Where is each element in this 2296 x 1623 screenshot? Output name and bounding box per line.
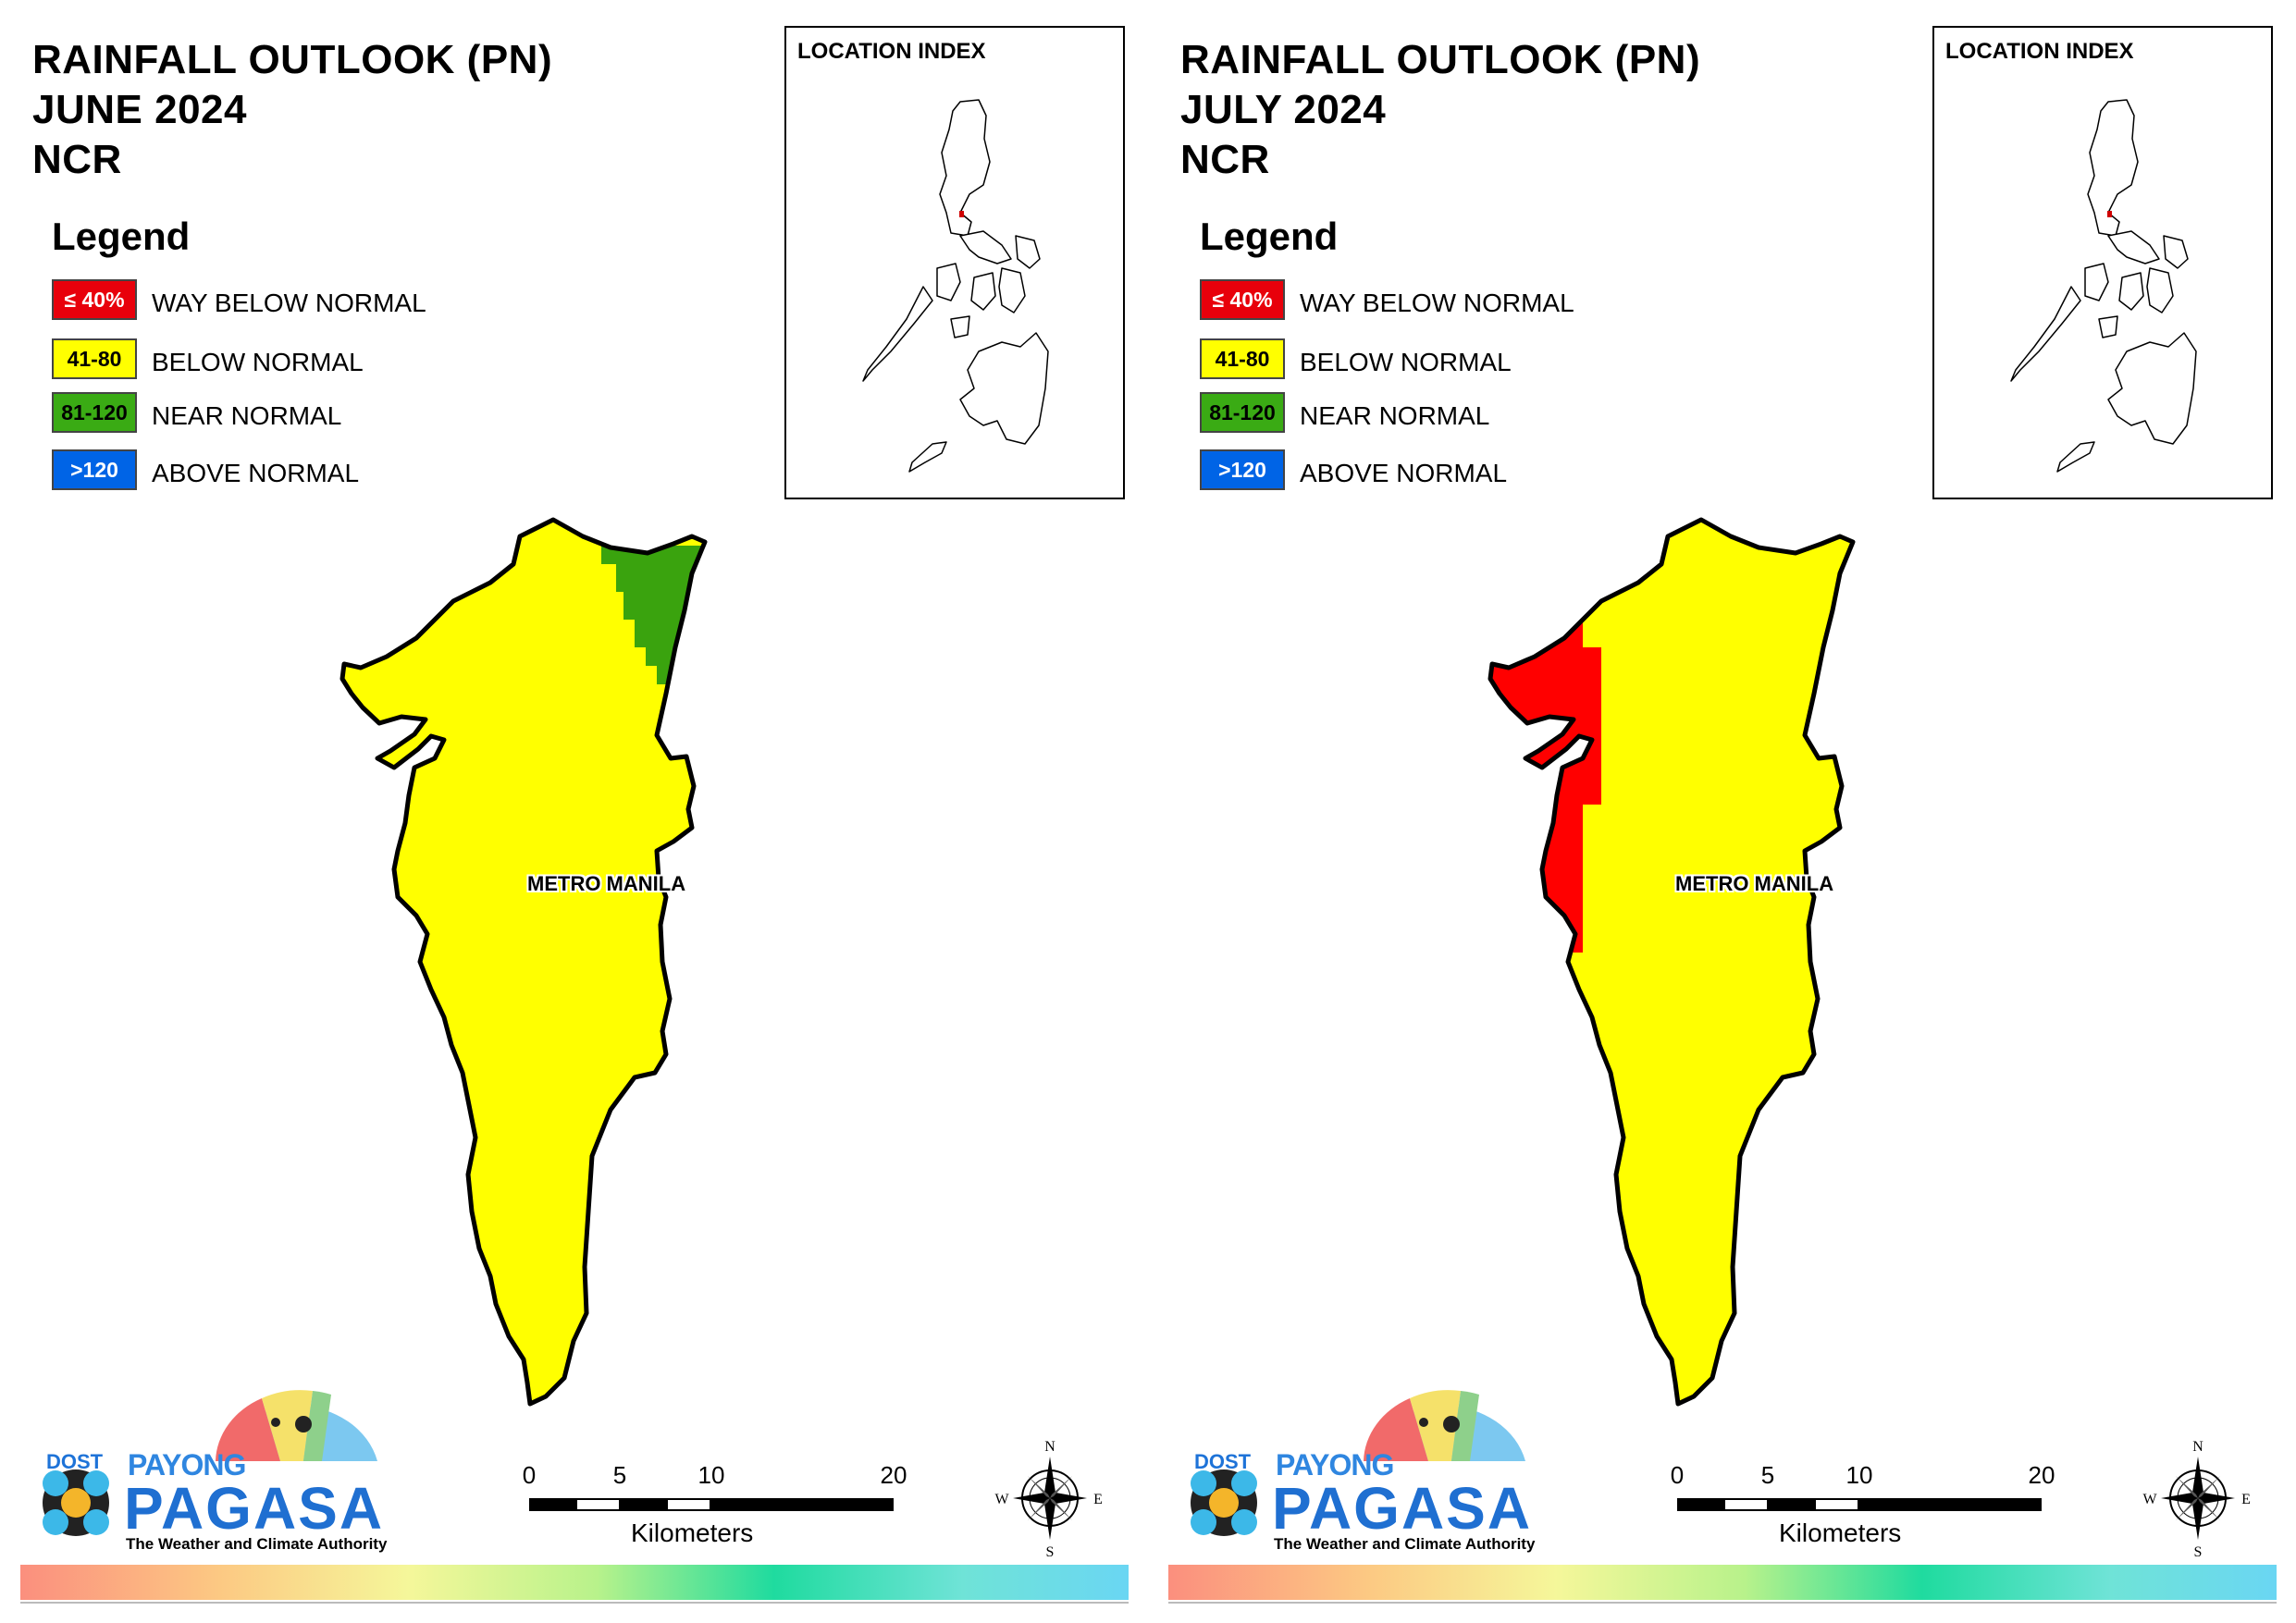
scale-tick: 10 <box>697 1461 725 1489</box>
legend-swatch: ≤ 40% <box>52 279 137 320</box>
location-index-inset: LOCATION INDEX <box>784 26 1125 499</box>
logo-dost-text: DOST <box>46 1450 104 1473</box>
scale-tick: 20 <box>2028 1461 2055 1489</box>
map-region: NCR <box>32 137 122 182</box>
map-title: RAINFALL OUTLOOK (PN) <box>1180 37 1701 82</box>
legend-label: BELOW NORMAL <box>1300 348 1512 376</box>
logo-pagasa-text: PAGASA <box>1272 1475 1533 1542</box>
title-block: RAINFALL OUTLOOK (PN) JUNE 2024 NCR <box>32 35 552 185</box>
legend-label: NEAR NORMAL <box>152 401 342 430</box>
place-label-metro-manila: METRO MANILA <box>1675 872 1834 895</box>
scale-tick: 0 <box>522 1461 537 1489</box>
scale-segment <box>621 1498 666 1511</box>
map-period: JUNE 2024 <box>32 87 247 132</box>
footer-line <box>1168 1602 2277 1604</box>
legend-label: ABOVE NORMAL <box>1300 459 1508 487</box>
title-block: RAINFALL OUTLOOK (PN) JULY 2024 NCR <box>1180 35 1700 185</box>
footer-line <box>20 1602 1129 1604</box>
compass-s: S <box>1046 1544 1055 1558</box>
legend-label: BELOW NORMAL <box>152 348 364 376</box>
logo-tagline: The Weather and Climate Authority <box>1274 1535 1536 1553</box>
footer-gradient-bar <box>1168 1565 2277 1600</box>
philippines-inset-map <box>2010 99 2197 473</box>
logo-payong-text: PAYONG <box>128 1448 246 1482</box>
scale-bar: 0 5 10 20 Kilometers <box>1671 1461 2066 1554</box>
legend-label: NEAR NORMAL <box>1300 401 1490 430</box>
logo-dost-text: DOST <box>1194 1450 1252 1473</box>
map-zone-base <box>342 520 705 1404</box>
location-index-title: LOCATION INDEX <box>1945 39 2134 64</box>
legend-swatch: ≤ 40% <box>1200 279 1285 320</box>
ncr-boundary <box>1487 517 1856 1407</box>
location-index-inset: LOCATION INDEX <box>1932 26 2273 499</box>
scale-segment <box>1769 1498 1814 1511</box>
logo-payong-text: PAYONG <box>1276 1448 1394 1482</box>
ncr-rainfall-map <box>339 517 708 1407</box>
place-label-metro-manila: METRO MANILA <box>527 872 686 895</box>
scale-tick: 10 <box>1845 1461 1873 1489</box>
legend-title: Legend <box>1200 215 1339 258</box>
legend-swatch: >120 <box>52 449 137 490</box>
scale-bar: 0 5 10 20 Kilometers <box>523 1461 918 1554</box>
scale-segment <box>711 1498 894 1511</box>
compass-w: W <box>994 1492 1009 1507</box>
panel-june: RAINFALL OUTLOOK (PN) JUNE 2024 NCR Lege… <box>20 26 1129 1604</box>
legend-swatch: >120 <box>1200 449 1285 490</box>
scale-unit: Kilometers <box>631 1518 754 1547</box>
scale-tick: 0 <box>1670 1461 1685 1489</box>
scale-tick: 5 <box>1760 1461 1775 1489</box>
scale-segment <box>1814 1498 1859 1511</box>
compass-s: S <box>2194 1544 2203 1558</box>
map-zone-near-normal <box>601 520 705 694</box>
compass-e: E <box>1093 1492 1103 1507</box>
scale-segment <box>575 1498 621 1511</box>
compass-n: N <box>2192 1439 2203 1455</box>
scale-segment <box>666 1498 711 1511</box>
umbrella-logo-icon <box>1191 1390 1525 1536</box>
ncr-boundary <box>339 517 708 1407</box>
ncr-rainfall-map <box>1487 517 1856 1407</box>
panel-july: RAINFALL OUTLOOK (PN) JULY 2024 NCR Lege… <box>1148 0 2296 1623</box>
legend-swatch: 41-80 <box>1200 338 1285 379</box>
scale-segment <box>1677 1498 1723 1511</box>
umbrella-logo-icon <box>43 1390 377 1536</box>
north-arrow-icon: N S W E <box>2142 1439 2251 1558</box>
logo-pagasa-text: PAGASA <box>124 1475 385 1542</box>
legend-label: WAY BELOW NORMAL <box>152 289 426 317</box>
scale-unit: Kilometers <box>1779 1518 1902 1547</box>
legend-swatch: 81-120 <box>1200 392 1285 433</box>
compass-n: N <box>1044 1439 1055 1455</box>
compass-e: E <box>2241 1492 2251 1507</box>
scale-segment <box>1723 1498 1769 1511</box>
scale-segment <box>1859 1498 2042 1511</box>
map-period: JULY 2024 <box>1180 87 1387 132</box>
map-region: NCR <box>1180 137 1270 182</box>
footer-gradient-bar <box>20 1565 1129 1600</box>
legend-swatch: 81-120 <box>52 392 137 433</box>
philippines-inset-map <box>862 99 1049 473</box>
logo-tagline: The Weather and Climate Authority <box>126 1535 388 1553</box>
north-arrow-icon: N S W E <box>994 1439 1103 1558</box>
legend-swatch: 41-80 <box>52 338 137 379</box>
scale-tick: 5 <box>612 1461 627 1489</box>
compass-w: W <box>2142 1492 2157 1507</box>
legend-label: ABOVE NORMAL <box>152 459 360 487</box>
scale-segment <box>529 1498 575 1511</box>
scale-tick: 20 <box>880 1461 907 1489</box>
payong-pagasa-logo: DOST PAYONG PAGASA The Weather and Clima… <box>1183 1387 1553 1563</box>
legend-label: WAY BELOW NORMAL <box>1300 289 1574 317</box>
map-title: RAINFALL OUTLOOK (PN) <box>32 37 553 82</box>
legend-title: Legend <box>52 215 191 258</box>
location-index-title: LOCATION INDEX <box>797 39 986 64</box>
map-zone-base <box>1490 520 1853 1404</box>
payong-pagasa-logo: DOST PAYONG PAGASA The Weather and Clima… <box>35 1387 405 1563</box>
